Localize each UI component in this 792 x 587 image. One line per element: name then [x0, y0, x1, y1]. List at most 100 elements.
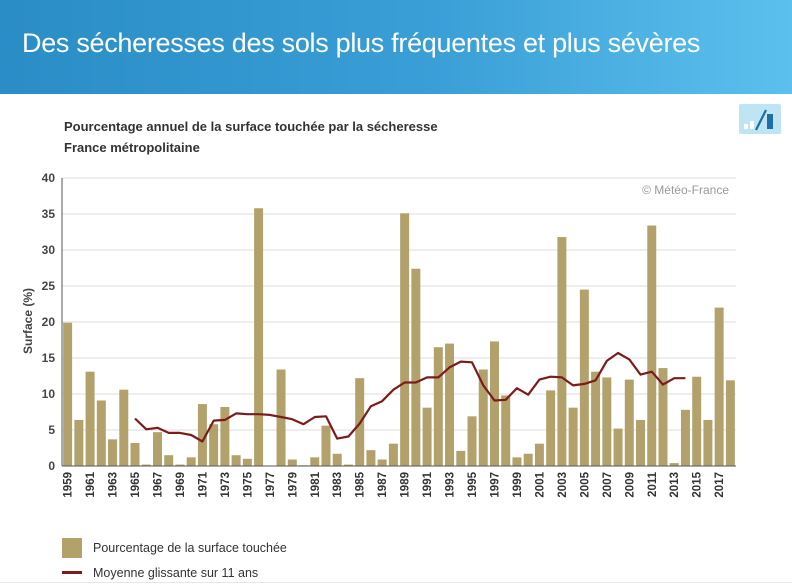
- x-tick-label: 1987: [377, 472, 389, 498]
- x-tick-label: 1973: [220, 472, 232, 498]
- bar: [568, 407, 578, 466]
- y-tick-label: 10: [42, 387, 56, 401]
- bar: [636, 419, 646, 466]
- x-tick-label: 1991: [422, 471, 434, 497]
- x-tick-label: 1999: [512, 472, 524, 498]
- y-tick-label: 0: [48, 459, 55, 473]
- header-band: Des sécheresses des sols plus fréquentes…: [0, 0, 792, 94]
- bar: [703, 419, 713, 466]
- x-tick-label: 1997: [490, 472, 502, 498]
- bar: [96, 400, 106, 466]
- bar: [512, 457, 522, 466]
- legend-bar-swatch: [62, 538, 82, 558]
- x-tick-label: 1971: [197, 471, 209, 497]
- x-tick-label: 1963: [108, 472, 120, 498]
- bar: [501, 395, 511, 466]
- bar: [624, 379, 634, 466]
- bar: [186, 457, 196, 466]
- x-tick-label: 1995: [467, 471, 479, 497]
- bar: [647, 225, 657, 466]
- x-tick-label: 2009: [624, 472, 636, 498]
- bar: [175, 464, 185, 466]
- bar: [321, 425, 331, 466]
- x-tick-label: 1981: [310, 471, 322, 497]
- bar: [489, 341, 499, 466]
- y-axis-label: Surface (%): [21, 288, 35, 354]
- bar: [400, 213, 410, 466]
- x-tick-label: 1959: [63, 472, 75, 498]
- legend-bar-label: Pourcentage de la surface touchée: [93, 541, 287, 555]
- bar: [220, 406, 230, 466]
- bar: [231, 455, 241, 466]
- bar: [714, 307, 724, 466]
- bar: [534, 443, 544, 466]
- bar: [725, 380, 735, 466]
- bar: [467, 416, 477, 466]
- x-tick-label: 1977: [265, 472, 277, 498]
- bar: [602, 377, 612, 466]
- bar: [579, 289, 589, 466]
- x-tick-label: 2007: [602, 472, 614, 498]
- bar: [254, 208, 264, 467]
- x-tick-label: 1967: [153, 472, 165, 498]
- x-tick-label: 2003: [557, 472, 569, 498]
- chart-title: Pourcentage annuel de la surface touchée…: [64, 119, 438, 134]
- bar: [287, 459, 297, 466]
- bar: [74, 419, 84, 466]
- bar: [332, 453, 342, 466]
- bar: [411, 268, 421, 466]
- bar: [692, 376, 702, 466]
- bar: [388, 443, 398, 466]
- bar: [85, 371, 95, 466]
- x-tick-label: 1961: [85, 471, 97, 497]
- bar: [209, 424, 219, 466]
- bar: [478, 369, 488, 466]
- x-tick-label: 1993: [445, 472, 457, 498]
- moving-average-line: [134, 351, 686, 443]
- legend-line-label: Moyenne glissante sur 11 ans: [93, 566, 259, 580]
- bar: [343, 464, 353, 466]
- bar: [680, 409, 690, 466]
- bar: [557, 237, 567, 466]
- y-tick-label: 5: [48, 423, 55, 437]
- y-tick-label: 35: [42, 207, 56, 221]
- bar: [108, 439, 118, 466]
- x-tick-label: 1983: [332, 472, 344, 498]
- x-tick-label: 2013: [669, 472, 681, 498]
- page-title: Des sécheresses des sols plus fréquentes…: [22, 28, 701, 58]
- chart-view-toggle-button[interactable]: [739, 104, 781, 134]
- bar: [433, 347, 443, 466]
- x-tick-label: 1979: [287, 472, 299, 498]
- x-tick-label: 2017: [714, 472, 726, 498]
- chart-subtitle: France métropolitaine: [64, 140, 200, 155]
- y-tick-label: 40: [42, 171, 56, 185]
- bar: [119, 389, 129, 466]
- legend-line-swatch: [62, 571, 82, 574]
- y-tick-label: 15: [42, 351, 56, 365]
- watermark: © Météo-France: [642, 183, 729, 197]
- bar: [130, 442, 140, 466]
- bar: [63, 322, 73, 466]
- footer-divider: [0, 582, 792, 583]
- x-tick-label: 1969: [175, 472, 187, 498]
- x-tick-label: 1985: [355, 471, 367, 497]
- x-tick-label: 2001: [534, 471, 546, 497]
- bar: [456, 450, 466, 466]
- bar: [669, 463, 679, 466]
- bar: [366, 450, 376, 466]
- bar: [422, 407, 432, 466]
- bar: [546, 390, 556, 466]
- x-tick-label: 1975: [242, 471, 254, 497]
- y-tick-label: 20: [42, 315, 56, 329]
- bar: [152, 432, 162, 466]
- bar: [164, 455, 174, 466]
- bar: [613, 428, 623, 466]
- bar: [310, 457, 320, 466]
- bar: [141, 464, 151, 466]
- y-tick-label: 30: [42, 243, 56, 257]
- x-tick-label: 2011: [647, 471, 659, 497]
- x-tick-label: 2005: [579, 471, 591, 497]
- bar: [242, 458, 252, 466]
- y-tick-label: 25: [42, 279, 56, 293]
